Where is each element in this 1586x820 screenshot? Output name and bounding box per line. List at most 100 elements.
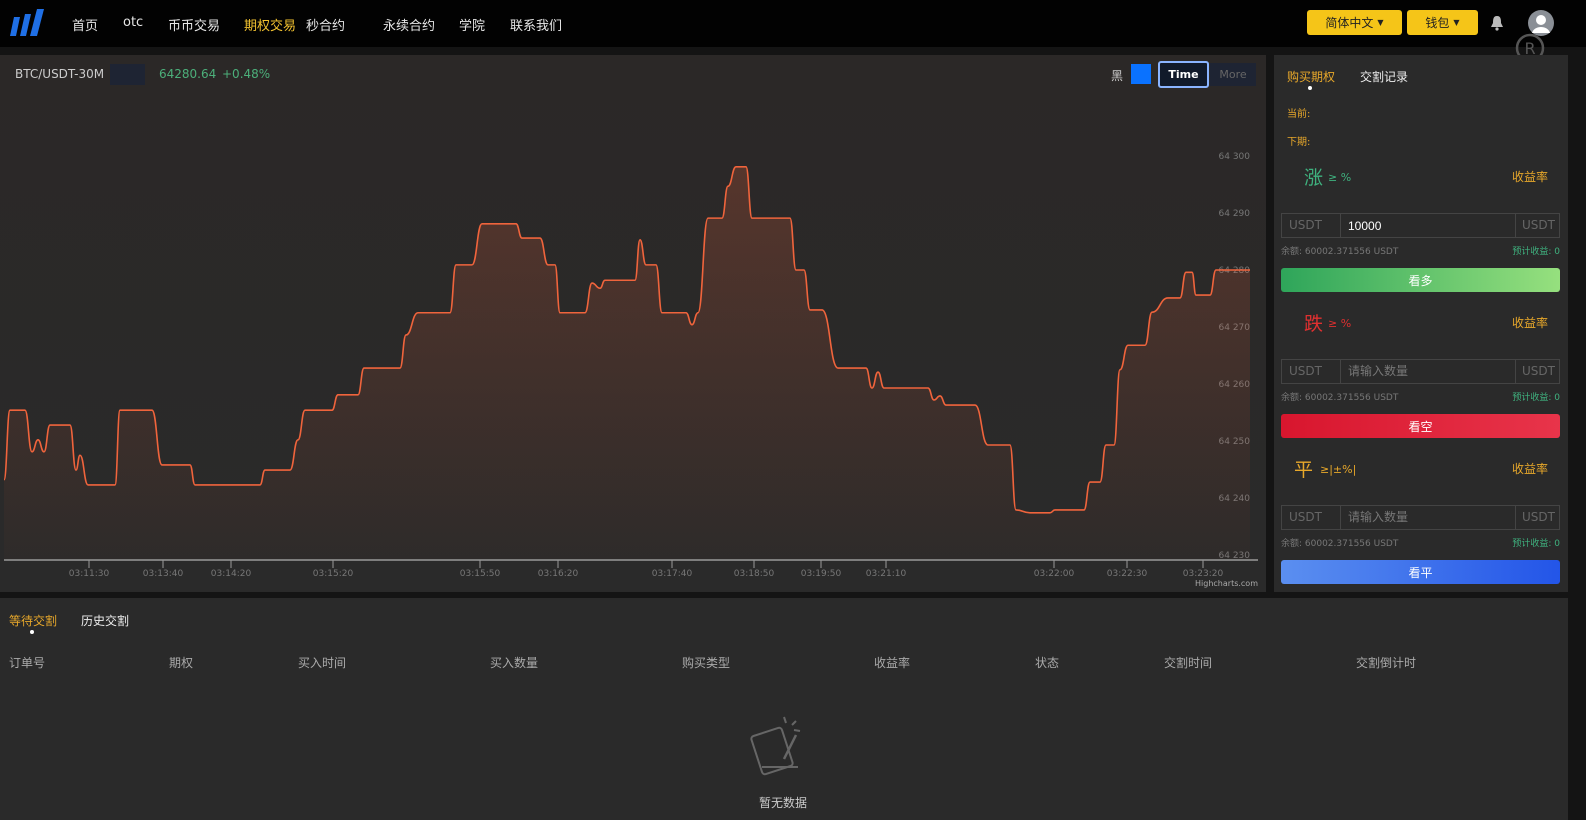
nav-home[interactable]: 首页 [72,19,99,34]
fall-amount-input-wrap[interactable]: 请输入数量 [1341,360,1515,383]
x-tick-label: 03:23:20 [1183,569,1224,579]
column-header: 订单号 [9,656,46,670]
nav-second-contract[interactable]: 秒合约 [306,19,346,34]
balance-text: 余额: 60002.371556 USDT [1281,247,1399,257]
caret-down-icon: ▼ [1453,18,1460,27]
y-tick-label: 64 300 [1219,152,1251,162]
balance-text: 余额: 60002.371556 USDT [1281,393,1399,403]
time-button[interactable]: Time [1158,61,1209,88]
language-label: 简体中文 [1325,16,1374,30]
flat-amount-input-wrap[interactable]: 请输入数量 [1341,506,1515,529]
unit-right: USDT [1515,214,1559,237]
flat-amount-field: USDT 请输入数量 USDT [1281,505,1560,530]
current-period-label: 当前: [1287,109,1311,120]
nav-academy[interactable]: 学院 [459,19,486,34]
theme-color-swatch[interactable] [1131,64,1151,84]
rise-buy-button[interactable]: 看多 [1281,268,1560,292]
symbol-label: BTC/USDT-30M [15,67,105,81]
fall-buy-button[interactable]: 看空 [1281,414,1560,438]
nav-perpetual[interactable]: 永续合约 [383,19,436,34]
tab-pending-delivery[interactable]: 等待交割 [9,614,58,628]
rise-direction-label: 涨 [1304,167,1324,189]
buy-options-panel: 购买期权 交割记录 当前: 下期: 涨 ≥ % 收益率 USDT USDT 余额… [1274,55,1568,592]
unit-left: USDT [1282,214,1341,237]
caret-down-icon: ▼ [1377,18,1384,27]
fall-amount-field: USDT 请输入数量 USDT [1281,359,1560,384]
active-tab-dot [30,630,34,634]
rise-amount-input[interactable] [1341,214,1515,237]
column-header: 买入数量 [490,656,539,670]
nav-contact[interactable]: 联系我们 [510,19,563,34]
logo-icon[interactable] [10,9,44,37]
last-price: 64280.64 [159,67,217,81]
x-tick-label: 03:13:40 [143,569,184,579]
fall-condition: ≥ % [1328,317,1352,330]
rise-amount-field: USDT USDT [1281,213,1560,238]
unit-right: USDT [1515,360,1559,383]
price-line [3,166,1250,514]
flat-header: 平 ≥|±%| 收益率 [1274,455,1568,485]
theme-label: 黑 [1111,69,1124,83]
nav-options[interactable]: 期权交易 [244,19,297,34]
x-tick-label: 03:11:30 [69,569,110,579]
estimated-profit: 预计收益: 0 [1512,539,1560,549]
x-tick-label: 03:15:50 [460,569,501,579]
svg-text:R: R [1524,39,1535,58]
column-header: 状态 [1035,656,1060,670]
y-tick-label: 64 290 [1219,209,1251,219]
nav-otc[interactable]: otc [123,15,144,30]
bell-icon[interactable] [1490,15,1504,31]
unit-left: USDT [1282,506,1341,529]
balance-row: 余额: 60002.371556 USDT 预计收益: 0 [1281,536,1560,549]
next-period-label: 下期: [1287,137,1311,148]
wallet-label: 钱包 [1425,16,1450,30]
language-dropdown[interactable]: 简体中文 ▼ [1307,10,1402,35]
x-tick-label: 03:22:00 [1034,569,1075,579]
avatar[interactable] [1528,10,1554,36]
symbol-selector[interactable] [110,64,145,85]
rise-condition: ≥ % [1328,171,1352,184]
balance-text: 余额: 60002.371556 USDT [1281,539,1399,549]
tab-delivery-records[interactable]: 交割记录 [1360,70,1409,84]
column-header: 购买类型 [682,656,731,670]
rise-header: 涨 ≥ % 收益率 [1274,163,1568,193]
flat-buy-button[interactable]: 看平 [1281,560,1560,584]
column-header: 期权 [169,656,194,670]
x-tick-label: 03:18:50 [734,569,775,579]
x-tick-label: 03:16:20 [538,569,579,579]
fall-direction-label: 跌 [1304,313,1324,335]
unit-left: USDT [1282,360,1341,383]
x-tick-label: 03:22:30 [1107,569,1148,579]
orders-panel: 等待交割 历史交割 订单号 期权 买入时间 买入数量 购买类型 收益率 状态 交… [0,598,1568,820]
tab-buy-options[interactable]: 购买期权 [1287,70,1336,84]
yield-rate-label: 收益率 [1512,170,1549,184]
wallet-dropdown[interactable]: 钱包 ▼ [1407,10,1478,35]
x-tick-label: 03:21:10 [866,569,907,579]
rise-amount-input-wrap[interactable] [1341,214,1515,237]
flat-amount-input[interactable] [1341,506,1515,529]
yield-rate-label: 收益率 [1512,316,1549,330]
nav-spot[interactable]: 币币交易 [168,19,221,34]
unit-right: USDT [1515,506,1559,529]
x-tick-label: 03:17:40 [652,569,693,579]
flat-condition: ≥|±%| [1320,463,1357,476]
empty-notebook-icon [750,716,801,776]
column-header: 收益率 [874,656,911,670]
estimated-profit: 预计收益: 0 [1512,393,1560,403]
column-header: 交割时间 [1164,656,1213,670]
more-button[interactable]: More [1210,63,1256,86]
balance-row: 余额: 60002.371556 USDT 预计收益: 0 [1281,390,1560,403]
highcharts-credit[interactable]: Highcharts.com [1195,579,1258,588]
price-change: +0.48% [222,67,271,81]
fall-header: 跌 ≥ % 收益率 [1274,309,1568,339]
fall-amount-input[interactable] [1341,360,1515,383]
tab-history-delivery[interactable]: 历史交割 [81,614,130,628]
x-tick-label: 03:14:20 [211,569,252,579]
x-tick-label: 03:15:20 [313,569,354,579]
price-area [4,166,1250,560]
flat-direction-label: 平 [1294,459,1314,481]
empty-state-text: 暂无数据 [759,796,808,810]
balance-row: 余额: 60002.371556 USDT 预计收益: 0 [1281,244,1560,257]
column-header: 交割倒计时 [1356,656,1417,670]
